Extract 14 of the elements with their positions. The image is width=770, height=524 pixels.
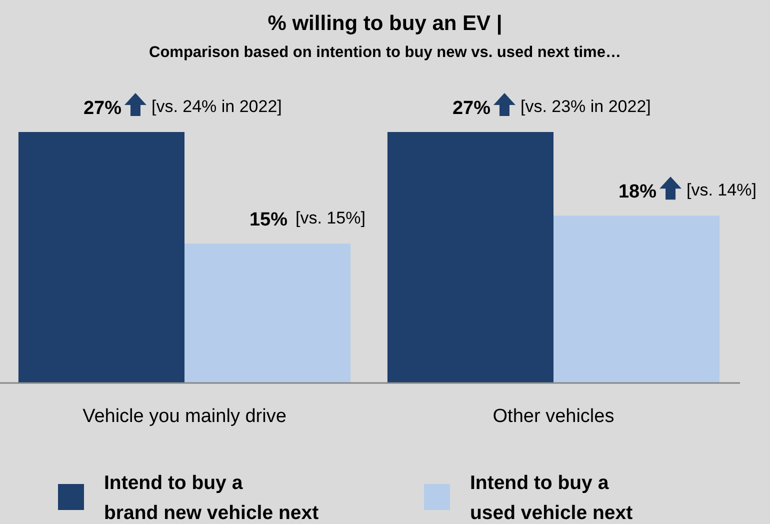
x-tick-label: Other vehicles [492,406,614,427]
chart-subtitle: Comparison based on intention to buy new vs. used next time… [149,44,621,61]
chart-title: % willing to buy an EV | [268,12,502,35]
legend-label: Intend to buy a used vehicle next [470,472,634,524]
data-label: 15% [249,210,288,231]
data-label: 27% [83,98,122,119]
legend-label: Intend to buy a brand new vehicle next [104,472,320,524]
data-label: 27% [452,98,491,119]
data-label: 18% [618,182,657,203]
text: [vs. 24% in 2022] [151,97,282,116]
annotation: [vs. 15%] [296,208,366,228]
text: [vs. 23% in 2022] [520,97,651,116]
annotation: [vs. 14%] [686,180,756,200]
x-tick-label: Vehicle you mainly drive [82,406,286,427]
